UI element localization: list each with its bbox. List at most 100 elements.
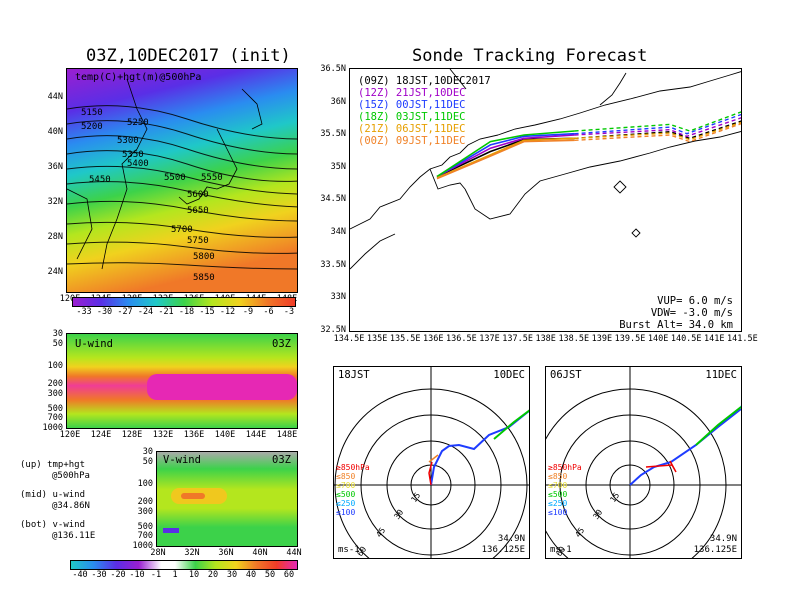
track-legend-entry: (21Z) 06JST,11DEC xyxy=(358,123,466,135)
tracking-lat-tick: 33.5N xyxy=(320,259,346,270)
svg-text:5150: 5150 xyxy=(81,108,103,118)
note-line: @500hPa xyxy=(52,471,90,481)
tracking-lat-tick: 33N xyxy=(330,292,346,303)
svg-text:5850: 5850 xyxy=(193,273,215,283)
tracking-lat-tick: 35N xyxy=(330,161,346,172)
temp-colorbar-tick: -9 xyxy=(242,307,254,317)
right-title: Sonde Tracking Forecast xyxy=(412,46,648,66)
u-wind-label: U-wind xyxy=(75,338,113,350)
tracking-lat-tick: 34N xyxy=(330,227,346,237)
track-ascent-4 xyxy=(436,137,575,179)
sonde-param: VDW= -3.0 m/s xyxy=(650,307,733,319)
u-pressure-tick: 100 xyxy=(47,361,63,371)
tracking-lon-tick: 140E xyxy=(647,334,669,344)
map-field-label: temp(C)+hgt(m)@500hPa xyxy=(75,72,202,83)
left-lat-tick: 36N xyxy=(47,162,63,172)
hodograph-left-date: 10DEC xyxy=(493,369,525,381)
u-lon-tick: 136E xyxy=(183,430,205,440)
v-wind-time: 03Z xyxy=(272,454,291,466)
tracking-lon-tick: 137.5E xyxy=(502,334,533,344)
v-lat-tick: 36N xyxy=(218,548,234,558)
pressure-legend-entry: ≤700 xyxy=(336,481,356,490)
u-lon-tick: 120E xyxy=(59,430,81,440)
u-pressure-tick: 30 xyxy=(52,329,63,339)
u-lon-tick: 124E xyxy=(90,430,112,440)
v-lat-tick: 32N xyxy=(184,548,200,558)
temp-colorbar-tick: -15 xyxy=(199,307,215,317)
wind-colorbar-tick: 1 xyxy=(172,570,178,580)
pressure-legend-entry: ≤250 xyxy=(336,499,356,508)
temp-colorbar-tick: -12 xyxy=(219,307,236,317)
svg-text:5700: 5700 xyxy=(171,225,193,235)
sonde-params: VUP= 6.0 m/s VDW= -3.0 m/s Burst Alt= 34.0… xyxy=(619,295,733,331)
temp-colorbar-tick: -18 xyxy=(178,307,195,317)
u-lon-tick: 148E xyxy=(276,430,298,440)
pressure-legend-entry: ≤250 xyxy=(548,499,568,508)
pressure-legend-entry: ≤100 xyxy=(336,508,356,517)
hodograph-left-time: 18JST xyxy=(338,369,370,381)
hodograph-06jst: 06JST 11DEC ms-1 34.9N 136.125E ≥850hPa ≤… xyxy=(545,366,742,559)
hodograph-right-lon: 136.125E xyxy=(693,545,737,555)
pressure-legend-entry: ≤100 xyxy=(548,508,568,517)
v-pressure-tick: 100 xyxy=(137,479,153,489)
tracking-lon-tick: 135.5E xyxy=(389,334,421,344)
track-descent-0 xyxy=(574,120,741,140)
svg-text:5650: 5650 xyxy=(187,206,209,216)
wind-colorbar-tick: -20 xyxy=(110,570,126,580)
track-legend-entry: (15Z) 00JST,11DEC xyxy=(358,99,466,111)
u-lon-tick: 132E xyxy=(152,430,174,440)
wind-colorbar-tick: 50 xyxy=(264,570,276,580)
coastline xyxy=(350,69,741,270)
u-pressure-tick: 300 xyxy=(47,389,63,399)
pressure-legend-entry: ≤700 xyxy=(548,481,568,490)
hodograph-right-date: 11DEC xyxy=(705,369,737,381)
tracking-lon-tick: 139.5E xyxy=(614,334,646,344)
track-ascent-1 xyxy=(436,134,575,178)
hodograph-18jst-svg xyxy=(334,367,529,558)
v-pressure-tick: 1000 xyxy=(132,541,153,551)
track-ascent-3 xyxy=(436,130,575,178)
v-wind-core-inner xyxy=(181,493,205,499)
svg-text:5800: 5800 xyxy=(193,252,215,262)
temp-colorbar-tick: -30 xyxy=(96,307,113,317)
hodograph-right-time: 06JST xyxy=(550,369,582,381)
u-wind-section: U-wind 03Z xyxy=(66,333,298,429)
wind-colorbar-tick: -10 xyxy=(129,570,145,580)
u-pressure-tick: 500 xyxy=(47,404,63,414)
u-pressure-tick: 50 xyxy=(52,339,63,349)
track-descent-1 xyxy=(574,117,741,138)
wind-colorbar-tick: 40 xyxy=(245,570,257,580)
u-lon-tick: 140E xyxy=(214,430,236,440)
wind-colorbar-tick: -1 xyxy=(150,570,162,580)
temp-colorbar-tick: -24 xyxy=(137,307,154,317)
svg-text:5350: 5350 xyxy=(122,150,144,160)
v-pressure-tick: 30 xyxy=(142,447,153,457)
note-line: (bot) v-wind xyxy=(20,520,86,530)
left-lat-tick: 24N xyxy=(47,267,63,277)
temp-colorbar-tick: -21 xyxy=(158,307,174,317)
pressure-legend-entry: ≤500 xyxy=(548,490,568,499)
hodograph-left-legend: ≥850hPa ≤850 ≤700 ≤500 ≤250 ≤100 xyxy=(336,463,370,517)
tracking-lon-tick: 141E xyxy=(704,334,725,344)
track-ascent-5 xyxy=(436,139,575,180)
wind-colorbar-tick: -30 xyxy=(91,570,107,580)
wind-colorbar-tick: 60 xyxy=(283,570,295,580)
note-line: (mid) u-wind xyxy=(20,490,86,500)
v-lat-tick: 44N xyxy=(286,548,302,558)
left-lat-tick: 32N xyxy=(47,197,63,207)
v-lat-tick: 40N xyxy=(252,548,268,558)
left-lon-tick: 120E xyxy=(59,294,81,304)
hodograph-left-unit: ms-1 xyxy=(338,545,360,555)
wind-colorbar-tick: -40 xyxy=(72,570,88,580)
left-lat-tick: 44N xyxy=(47,92,63,102)
track-descent-2 xyxy=(574,113,741,135)
hodograph-18jst: 18JST 10DEC ms-1 34.9N 136.125E ≥850hPa ≤… xyxy=(333,366,530,559)
v-pressure-tick: 200 xyxy=(137,497,153,507)
track-descent-4 xyxy=(574,121,741,141)
left-title: 03Z,10DEC2017 (init) xyxy=(86,46,291,66)
tracking-lat-tick: 36.5N xyxy=(320,64,346,74)
note-line: @136.11E xyxy=(52,531,96,541)
track-legend-entry: (18Z) 03JST,11DEC xyxy=(358,111,466,123)
hodograph-left-lon: 136.125E xyxy=(481,545,525,555)
